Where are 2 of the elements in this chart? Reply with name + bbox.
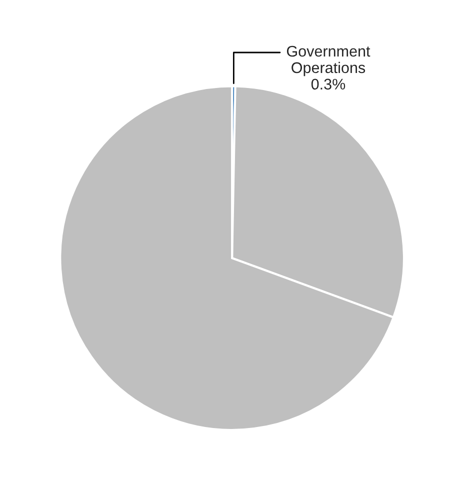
- slice-label: Government Operations: [286, 46, 370, 76]
- data-label: 0.3%: [311, 78, 346, 90]
